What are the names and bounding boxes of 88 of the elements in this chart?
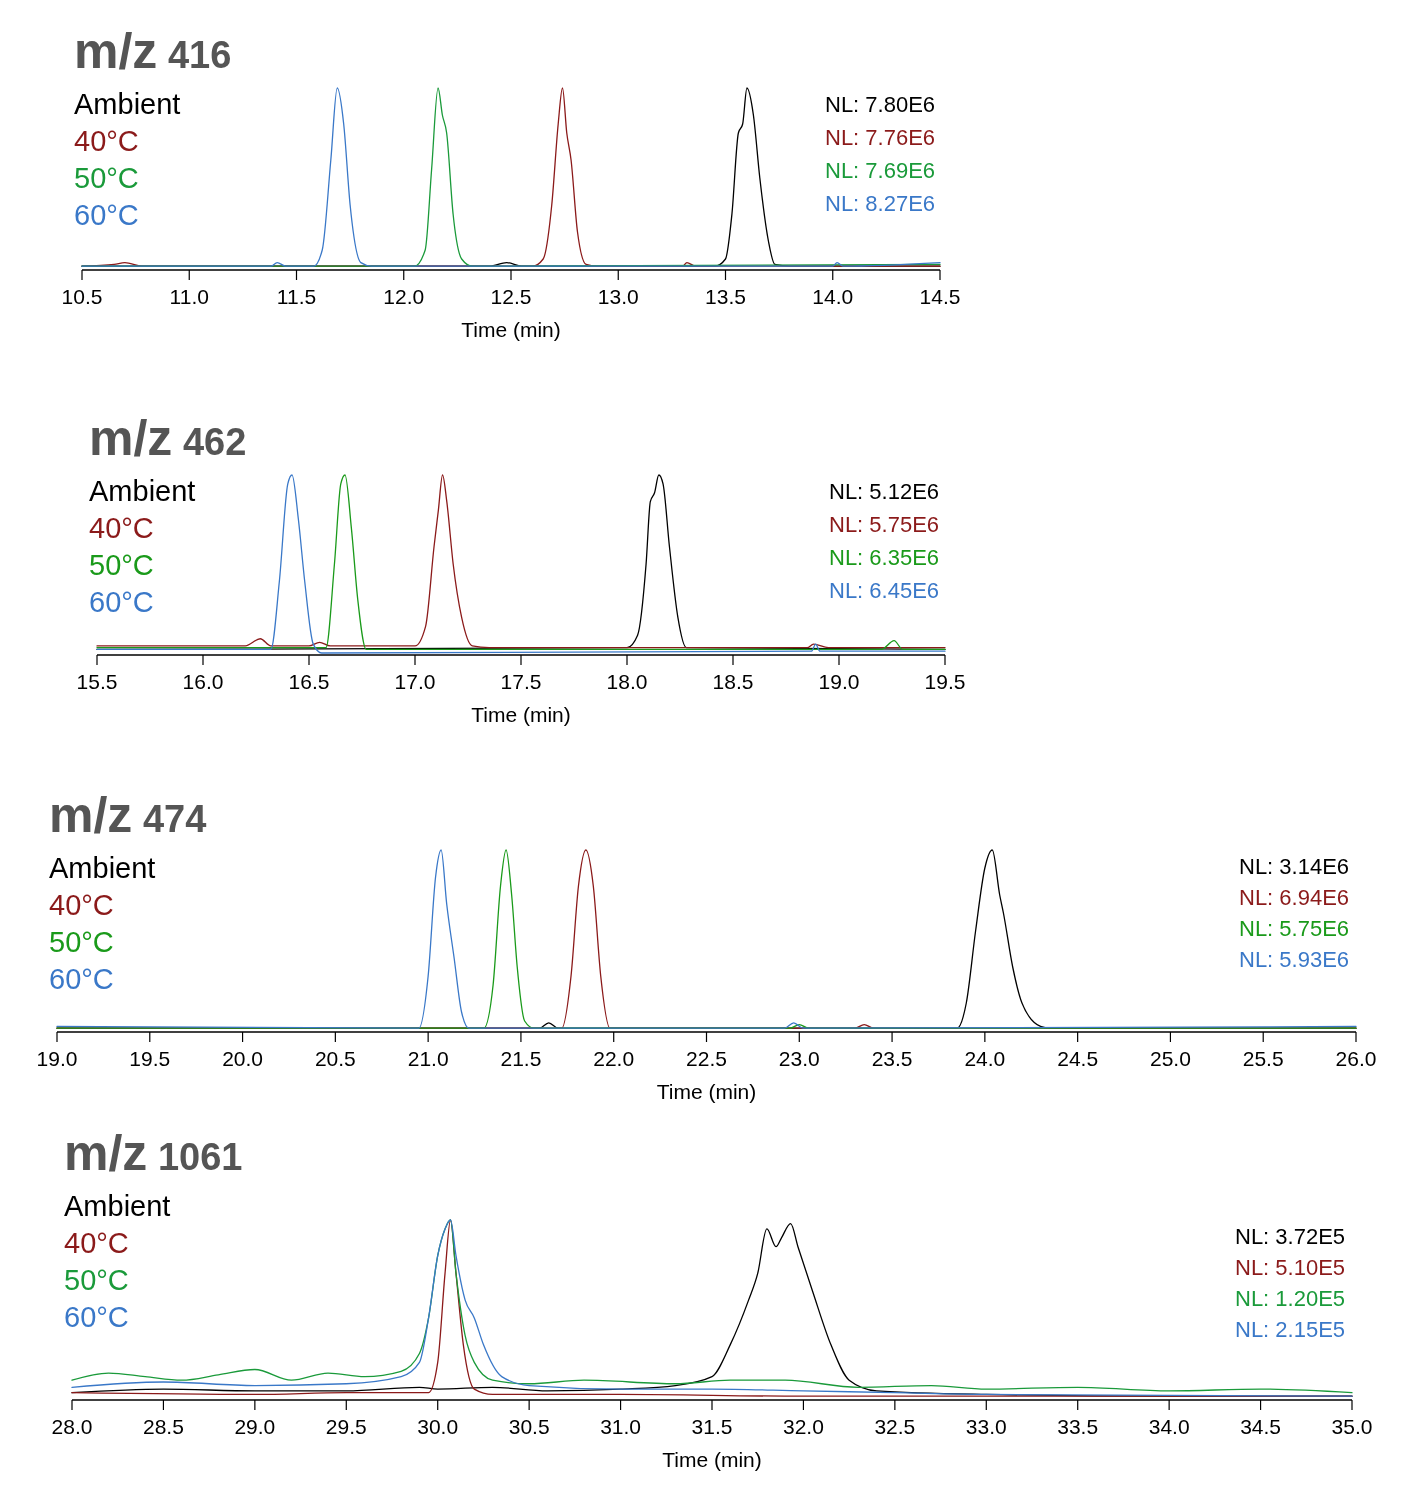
x-tick-label: 22.0 (593, 1047, 635, 1070)
x-tick-label: 14.5 (919, 285, 961, 308)
x-tick-label: 18.0 (606, 670, 648, 693)
x-tick-label: 31.0 (600, 1415, 642, 1438)
x-tick-label: 28.0 (51, 1415, 93, 1438)
x-tick-label: 21.5 (500, 1047, 542, 1070)
series-label: 60°C (74, 199, 139, 231)
text: 40°C (64, 1227, 129, 1259)
annotation: NL: 5.75E6 (1239, 916, 1350, 941)
text: 40°C (89, 512, 154, 544)
x-tick-label: 21.0 (407, 1047, 449, 1070)
x-tick-label: 23.5 (871, 1047, 913, 1070)
x-tick-label: 24.0 (964, 1047, 1006, 1070)
chart-title: m/z 416 (74, 23, 232, 79)
x-tick-label: 31.5 (691, 1415, 733, 1438)
series-label: 60°C (64, 1301, 129, 1333)
x-tick-label: 11.0 (169, 285, 209, 308)
x-axis-title: Time (min) (656, 1080, 757, 1103)
x-tick-label: 34.5 (1240, 1415, 1282, 1438)
x-tick-label: 19.5 (129, 1047, 171, 1070)
annotation: NL: 5.75E6 (829, 512, 940, 537)
x-tick-label: 30.5 (508, 1415, 550, 1438)
x-tick-label: 17.5 (500, 670, 542, 693)
annotation: NL: 2.15E5 (1235, 1317, 1346, 1342)
x-tick-label: 25.5 (1242, 1047, 1284, 1070)
x-tick-label: 34.0 (1148, 1415, 1190, 1438)
annotation: NL: 7.76E6 (825, 125, 936, 150)
text: Ambient (49, 852, 156, 884)
x-tick-label: 18.5 (712, 670, 754, 693)
x-tick-label: 13.5 (705, 285, 746, 308)
annotation: NL: 5.93E6 (1239, 947, 1350, 972)
x-tick-label: 22.5 (686, 1047, 727, 1070)
text: 40°C (49, 889, 114, 921)
x-tick-label: 29.0 (234, 1415, 276, 1438)
x-tick-label: 35.0 (1331, 1415, 1373, 1438)
text: Ambient (74, 88, 181, 120)
chart-title: m/z 462 (89, 410, 247, 466)
annotation: NL: 6.35E6 (829, 545, 940, 570)
text: 50°C (49, 926, 114, 958)
x-tick-label: 32.0 (782, 1415, 824, 1438)
series-label: 60°C (49, 963, 114, 995)
text: Ambient (64, 1190, 171, 1222)
annotation: NL: 1.20E5 (1235, 1286, 1346, 1311)
x-tick-label: 33.5 (1057, 1415, 1099, 1438)
series-label: 60°C (89, 586, 154, 618)
annotation: NL: 3.72E5 (1235, 1224, 1346, 1249)
x-axis-title: Time (min) (461, 318, 561, 341)
x-tick-label: 33.0 (965, 1415, 1007, 1438)
x-tick-label: 14.0 (812, 285, 854, 308)
annotation: NL: 8.27E6 (825, 191, 936, 216)
annotation: NL: 7.69E6 (825, 158, 936, 183)
text: Ambient (89, 475, 196, 507)
x-tick-label: 16.0 (182, 670, 224, 693)
x-tick-label: 23.0 (778, 1047, 820, 1070)
x-tick-label: 12.5 (490, 285, 532, 308)
annotation: NL: 5.12E6 (829, 479, 940, 504)
x-tick-label: 16.5 (288, 670, 330, 693)
x-tick-label: 32.5 (874, 1415, 916, 1438)
x-axis-title: Time (min) (662, 1448, 762, 1471)
x-tick-label: 11.5 (276, 285, 317, 308)
x-tick-label: 20.0 (222, 1047, 264, 1070)
x-tick-label: 26.0 (1335, 1047, 1377, 1070)
annotation: NL: 6.45E6 (829, 578, 940, 603)
x-tick-label: 24.5 (1057, 1047, 1099, 1070)
x-axis-title: Time (min) (471, 703, 571, 726)
text: 50°C (89, 549, 154, 581)
annotation: NL: 5.10E5 (1235, 1255, 1346, 1280)
x-tick-label: 15.5 (76, 670, 118, 693)
annotation: NL: 3.14E6 (1239, 854, 1350, 879)
x-tick-label: 20.5 (314, 1047, 356, 1070)
x-tick-label: 12.0 (383, 285, 425, 308)
x-tick-label: 19.5 (924, 670, 966, 693)
x-tick-label: 19.0 (36, 1047, 78, 1070)
x-tick-label: 19.0 (818, 670, 860, 693)
x-tick-label: 17.0 (394, 670, 436, 693)
annotation: NL: 7.80E6 (825, 92, 936, 117)
x-tick-label: 30.0 (417, 1415, 459, 1438)
annotation: NL: 6.94E6 (1239, 885, 1350, 910)
x-tick-label: 25.0 (1149, 1047, 1191, 1070)
x-tick-label: 28.5 (142, 1415, 184, 1438)
x-tick-label: 13.0 (597, 285, 639, 308)
text: 40°C (74, 125, 139, 157)
x-tick-label: 10.5 (61, 285, 103, 308)
text: 50°C (74, 162, 139, 194)
chart-title: m/z 474 (49, 787, 207, 843)
text: 50°C (64, 1264, 129, 1296)
chart-title: m/z 1061 (64, 1125, 243, 1181)
x-tick-label: 29.5 (325, 1415, 367, 1438)
